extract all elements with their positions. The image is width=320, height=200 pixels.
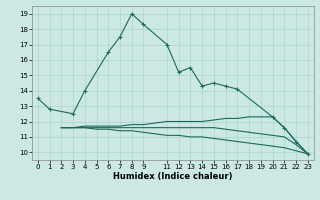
X-axis label: Humidex (Indice chaleur): Humidex (Indice chaleur) bbox=[113, 172, 233, 181]
